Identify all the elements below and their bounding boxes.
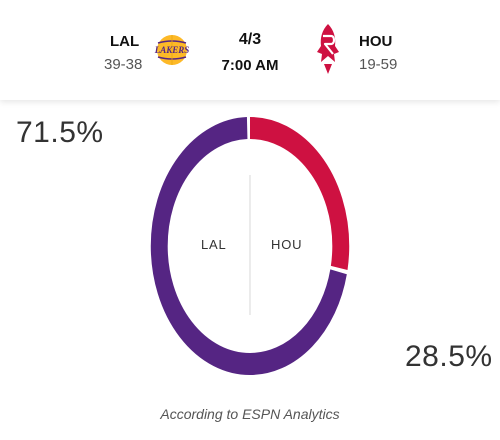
ring-label-away: LAL bbox=[201, 237, 227, 252]
away-team-abbr[interactable]: LAL bbox=[110, 33, 140, 50]
win-probability-ring bbox=[150, 117, 350, 375]
home-probability-arc bbox=[150, 117, 350, 375]
game-date: 4/3 bbox=[238, 31, 262, 48]
away-win-pct: 71.5% bbox=[16, 116, 104, 149]
away-probability-arc bbox=[150, 117, 350, 375]
home-win-pct: 28.5% bbox=[405, 340, 493, 373]
lakers-logo-text: LAKERS bbox=[154, 45, 190, 55]
game-header: LAL 39-38 LAKERS 4/3 7:00 AM HOU 19-59 bbox=[0, 0, 500, 100]
game-time: 7:00 AM bbox=[221, 57, 279, 74]
lakers-logo-icon[interactable]: LAKERS bbox=[150, 28, 194, 72]
rockets-logo-icon[interactable] bbox=[310, 22, 346, 76]
ring-label-home: HOU bbox=[271, 237, 303, 252]
home-team-abbr[interactable]: HOU bbox=[359, 33, 393, 50]
home-team-record: 19-59 bbox=[359, 56, 398, 73]
analytics-source: According to ESPN Analytics bbox=[160, 406, 340, 422]
away-team-record: 39-38 bbox=[104, 56, 143, 73]
